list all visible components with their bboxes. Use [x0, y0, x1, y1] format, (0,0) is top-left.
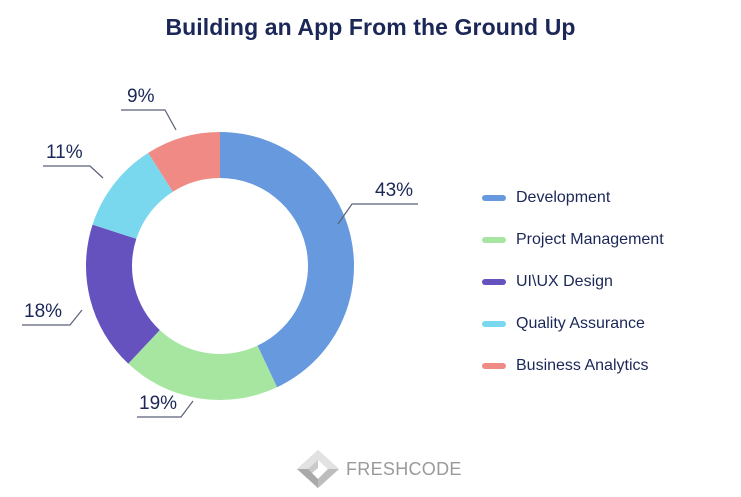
legend-label: Quality Assurance — [516, 315, 645, 332]
donut-slice-business-analytics — [148, 132, 220, 192]
legend-label: UI\UX Design — [516, 273, 613, 290]
legend-swatch-icon — [482, 363, 506, 369]
legend-item-uiux-design: UI\UX Design — [482, 261, 664, 303]
data-label-project-management: 19% — [139, 393, 178, 414]
freshcode-logo: FRESHCODE — [296, 449, 462, 489]
legend-label: Project Management — [516, 231, 664, 248]
data-label-business-analytics: 9% — [127, 86, 155, 107]
donut-slice-quality-assurance — [92, 152, 173, 239]
data-label-quality-assurance: 11% — [46, 142, 83, 163]
legend-item-business-analytics: Business Analytics — [482, 345, 664, 387]
legend-label: Development — [516, 189, 611, 206]
donut-slice-ui-ux-design — [85, 224, 160, 364]
legend-swatch-icon — [482, 237, 506, 243]
freshcode-diamond-logo-icon — [297, 450, 339, 488]
legend-swatch-icon — [482, 321, 506, 327]
leader-line-uiux-design — [22, 309, 83, 326]
legend-swatch-icon — [482, 279, 506, 285]
leader-line-development — [337, 203, 418, 225]
chart-legend: Development Project Management UI\UX Des… — [482, 177, 664, 387]
logo-text: FRESHCODE — [346, 458, 462, 479]
data-label-development: 43% — [375, 180, 414, 201]
leader-line-project-management — [137, 400, 194, 418]
chart-title: Building an App From the Ground Up — [165, 14, 576, 40]
legend-item-quality-assurance: Quality Assurance — [482, 303, 664, 345]
leader-lines — [22, 109, 418, 418]
legend-item-development: Development — [482, 177, 664, 219]
donut-slice-project-management — [128, 330, 278, 400]
donut-slices — [85, 132, 354, 400]
donut-slice-development — [220, 132, 354, 388]
leader-line-business-analytics — [121, 109, 177, 131]
legend-label: Business Analytics — [516, 357, 649, 374]
leader-line-quality-assurance — [43, 165, 104, 179]
data-label-uiux-design: 18% — [24, 301, 63, 322]
legend-swatch-icon — [482, 195, 506, 201]
legend-item-project-management: Project Management — [482, 219, 664, 261]
